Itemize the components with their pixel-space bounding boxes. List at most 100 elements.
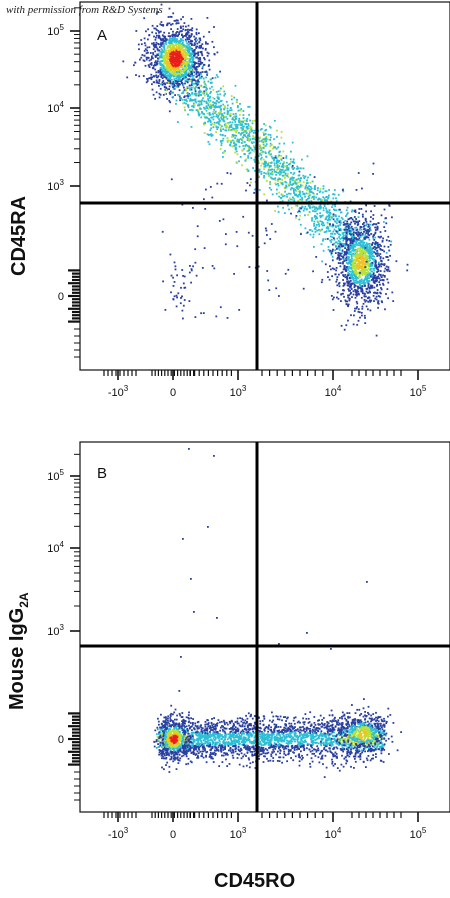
data-point <box>172 46 175 49</box>
data-point <box>298 218 301 221</box>
data-point <box>260 128 263 130</box>
data-point <box>336 256 339 259</box>
data-point <box>140 39 143 41</box>
data-point <box>365 305 368 308</box>
data-point <box>177 292 180 295</box>
data-point <box>309 173 311 176</box>
data-point <box>292 168 294 170</box>
data-point <box>246 150 249 152</box>
data-point <box>187 53 190 55</box>
data-point <box>372 272 375 275</box>
data-point <box>354 226 357 229</box>
data-point <box>378 265 380 268</box>
data-point <box>387 266 390 269</box>
data-point <box>173 261 176 264</box>
data-point <box>313 198 315 200</box>
data-point <box>358 276 360 279</box>
data-point <box>313 176 316 178</box>
data-point <box>169 74 172 77</box>
data-point <box>266 199 268 202</box>
data-point <box>170 66 173 69</box>
data-point <box>154 38 157 41</box>
data-point <box>300 199 303 202</box>
data-point <box>326 211 329 214</box>
data-point <box>189 80 191 82</box>
data-point <box>264 752 267 755</box>
data-point <box>247 105 250 108</box>
data-point <box>158 79 161 81</box>
data-point <box>301 206 304 209</box>
data-point <box>364 252 366 254</box>
data-point <box>377 725 380 728</box>
data-point <box>297 177 300 180</box>
data-point <box>365 287 368 290</box>
data-point <box>230 95 233 97</box>
data-point <box>188 29 191 31</box>
data-point <box>365 269 367 272</box>
data-point <box>383 264 386 267</box>
data-point <box>217 122 220 125</box>
data-point <box>361 285 364 288</box>
data-point <box>235 123 238 126</box>
data-point <box>148 46 151 49</box>
data-point <box>339 240 341 243</box>
data-point <box>378 261 380 264</box>
data-point <box>173 75 175 78</box>
data-point <box>362 254 364 257</box>
data-point <box>162 63 165 65</box>
data-point <box>348 285 351 288</box>
data-point <box>354 281 357 284</box>
data-point <box>220 182 223 185</box>
data-point <box>170 16 173 18</box>
data-point <box>173 69 176 72</box>
data-point <box>363 314 366 317</box>
data-point <box>244 741 247 743</box>
data-point <box>269 145 272 147</box>
data-point <box>341 218 344 220</box>
data-point <box>277 184 280 187</box>
data-point <box>337 246 339 249</box>
data-point <box>357 234 359 237</box>
data-point <box>152 67 155 70</box>
data-point <box>200 107 202 110</box>
data-point <box>329 230 331 232</box>
data-point <box>254 161 256 163</box>
data-point <box>152 57 154 60</box>
data-point <box>169 64 172 66</box>
data-point <box>179 60 182 63</box>
data-point <box>201 112 204 114</box>
data-point <box>389 254 391 257</box>
data-point <box>299 184 302 186</box>
data-point <box>249 125 252 128</box>
data-point <box>368 296 371 299</box>
data-point <box>356 293 359 296</box>
data-point <box>214 739 216 741</box>
data-point <box>172 57 175 60</box>
data-point <box>201 62 204 64</box>
data-point <box>376 271 378 273</box>
data-point <box>352 271 354 273</box>
data-point <box>363 292 366 295</box>
data-point <box>362 255 364 258</box>
data-point <box>367 236 370 239</box>
data-point <box>220 116 223 119</box>
data-point <box>150 78 153 81</box>
data-point <box>314 231 317 233</box>
data-point <box>385 222 388 225</box>
data-point <box>216 182 219 185</box>
data-point <box>206 133 209 136</box>
data-point <box>387 297 389 300</box>
data-point <box>382 284 385 286</box>
data-point <box>155 71 158 74</box>
data-point <box>271 172 274 174</box>
data-point <box>210 78 212 81</box>
data-point <box>158 36 161 38</box>
data-point <box>243 125 245 128</box>
data-point <box>356 323 359 326</box>
x-tick-label: -103 <box>108 384 129 399</box>
data-point <box>152 42 155 44</box>
data-point <box>262 141 265 144</box>
data-point <box>200 75 203 78</box>
data-point <box>223 124 226 127</box>
data-point <box>353 310 356 312</box>
